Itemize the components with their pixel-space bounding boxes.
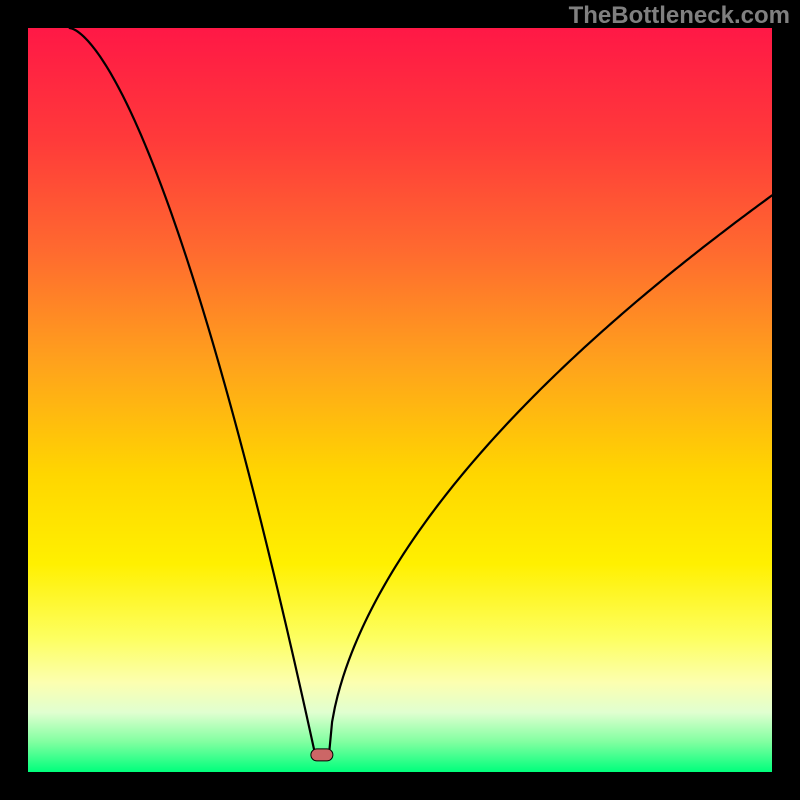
plot-area	[28, 28, 772, 772]
watermark-text: TheBottleneck.com	[569, 2, 790, 30]
chart-frame: TheBottleneck.com	[0, 0, 800, 800]
